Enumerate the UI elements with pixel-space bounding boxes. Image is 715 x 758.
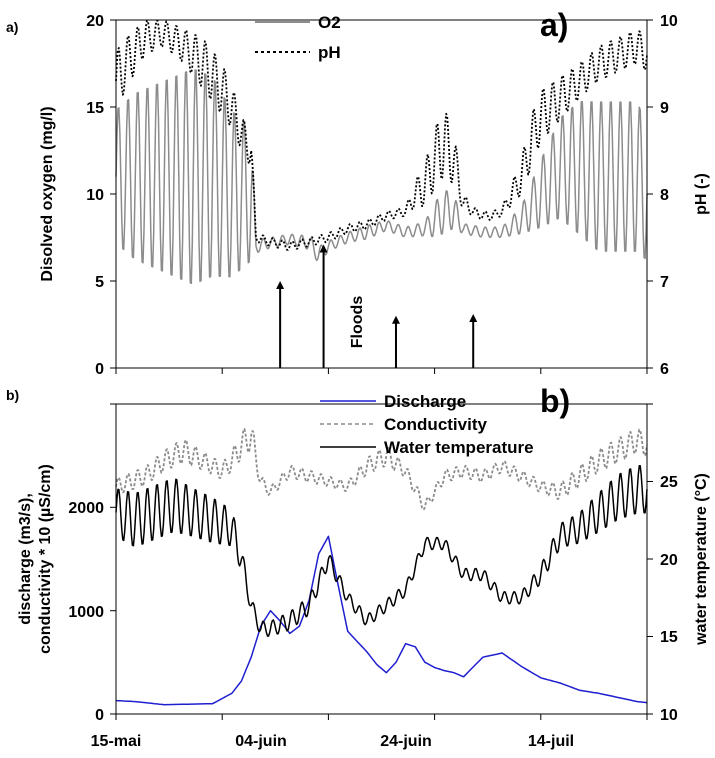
- b-left-tick-label: 1000: [68, 604, 104, 621]
- panel-a: a) a) 0 5 10 15 20 6 7 8 9: [6, 7, 710, 378]
- legend-label-discharge: Discharge: [384, 392, 466, 411]
- x-axis-tick-labels: 15-mai 04-juin 24-juin 14-juil: [91, 733, 574, 750]
- panel-b-plot-frame: [115, 403, 648, 715]
- flood-arrow-head: [276, 281, 285, 289]
- panel-a-left-axis: 0 5 10 15 20: [86, 13, 116, 378]
- panel-b-y-axis-label-line1: discharge (m3/s),: [17, 493, 34, 625]
- panel-a-y2-axis-label: pH (-): [693, 173, 710, 215]
- a-left-tick-label: 0: [95, 361, 104, 378]
- series-line-water-temperature: [115, 464, 648, 637]
- flood-arrow-head: [469, 314, 478, 323]
- b-right-tick-label: 20: [660, 552, 678, 569]
- panel-b-legend: Discharge Conductivity Water temperature: [320, 392, 534, 457]
- a-right-tick-label: 7: [660, 274, 669, 291]
- floods-annotation: Floods: [349, 296, 366, 349]
- panel-a-series: [115, 19, 648, 285]
- x-tick-label: 24-juin: [380, 733, 432, 750]
- panel-b-y-axis-label-line2: conductivity * 10 (µS/cm): [37, 464, 54, 654]
- flood-arrow-head: [319, 244, 328, 253]
- a-left-tick-label: 15: [86, 100, 104, 117]
- series-line-discharge: [115, 535, 648, 706]
- a-left-tick-label: 5: [95, 274, 104, 291]
- panel-b-y2-axis-label: water temperature (°C): [693, 473, 710, 646]
- a-right-tick-label: 8: [660, 187, 669, 204]
- panel-a-legend: O2 pH: [255, 13, 341, 62]
- legend-label-conductivity: Conductivity: [384, 415, 487, 434]
- a-right-tick-label: 6: [660, 361, 669, 378]
- b-right-tick-label: 25: [660, 474, 678, 491]
- panel-b-corner-label: b): [540, 383, 570, 419]
- legend-label-o2: O2: [318, 13, 341, 32]
- panel-b-series: [115, 428, 648, 706]
- panel-b: b) b) 0 1000 2000 10 15 20 25 discharge …: [6, 383, 710, 724]
- panel-b-right-axis: 10 15 20 25: [647, 403, 678, 724]
- a-left-tick-label: 20: [86, 13, 104, 30]
- a-right-tick-label: 9: [660, 100, 669, 117]
- panel-a-right-axis: 6 7 8 9 10: [647, 13, 678, 378]
- flood-arrows: [276, 244, 478, 368]
- b-right-tick-label: 15: [660, 629, 678, 646]
- a-right-tick-label: 10: [660, 13, 678, 30]
- panel-b-left-axis: 0 1000 2000: [68, 403, 116, 724]
- legend-label-water-temperature: Water temperature: [384, 438, 534, 457]
- flood-arrow-head: [391, 315, 400, 324]
- x-tick-label: 15-mai: [91, 733, 142, 750]
- series-line-conductivity: [115, 428, 648, 511]
- a-left-tick-label: 10: [86, 187, 104, 204]
- panel-b-x-ticks: [115, 714, 648, 720]
- series-line-ph: [115, 19, 648, 251]
- x-tick-label: 04-juin: [235, 733, 287, 750]
- b-left-tick-label: 2000: [68, 500, 104, 517]
- panel-a-label: a): [6, 19, 18, 35]
- panel-b-label: b): [6, 387, 19, 403]
- legend-label-ph: pH: [318, 43, 341, 62]
- x-tick-label: 14-juil: [528, 733, 574, 750]
- panel-a-y-axis-label: Disolved oxygen (mg/l): [39, 106, 56, 281]
- series-line-o2: [115, 69, 648, 285]
- b-right-tick-label: 10: [660, 707, 678, 724]
- panel-a-x-ticks: [115, 368, 648, 374]
- panel-a-corner-label: a): [540, 7, 568, 43]
- b-left-tick-label: 0: [95, 707, 104, 724]
